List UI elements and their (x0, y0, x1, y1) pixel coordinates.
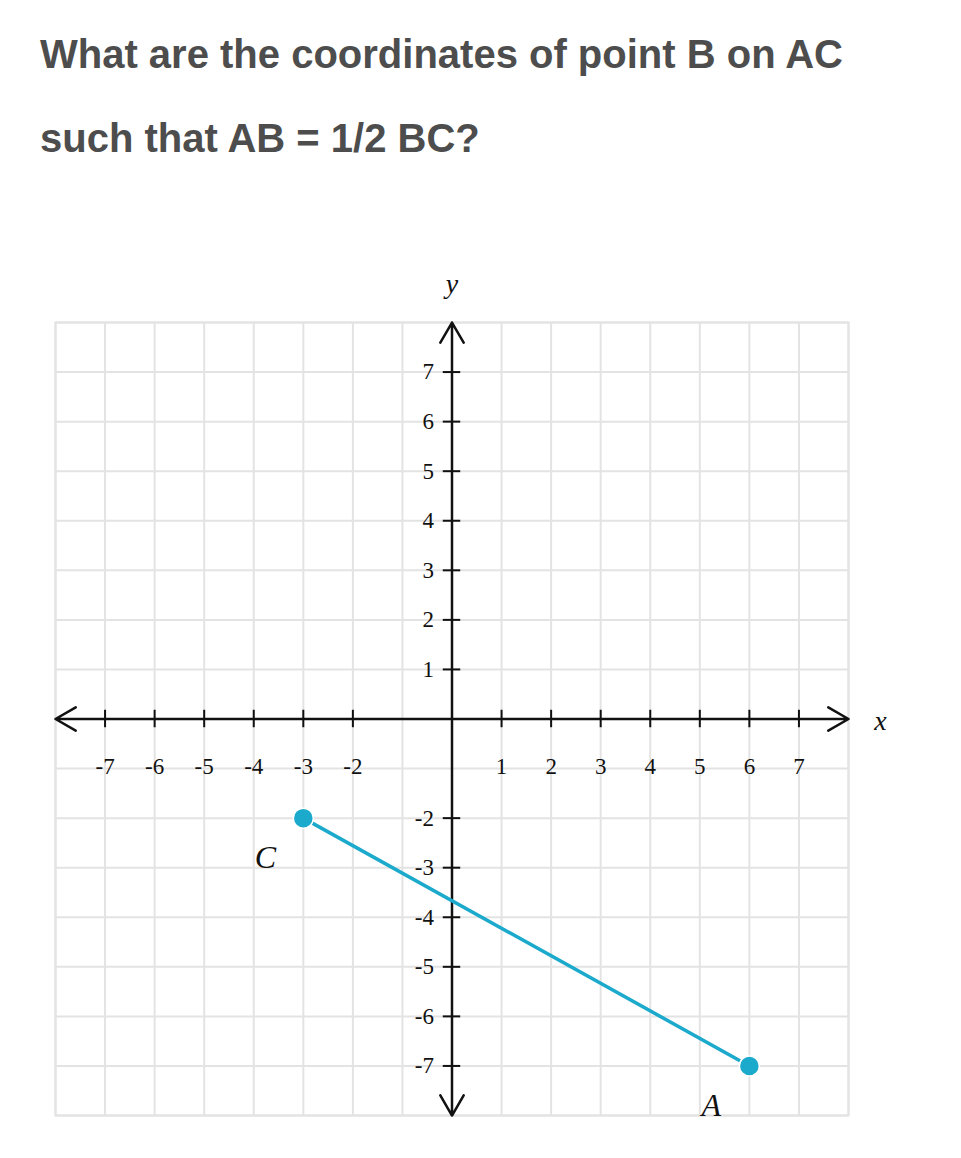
svg-text:5: 5 (423, 459, 435, 484)
html-text:What are the coordinates of po: What are the coordinates of point B on A… (40, 32, 843, 160)
svg-text:y: y (443, 268, 459, 299)
svg-text:-3: -3 (294, 754, 313, 779)
svg-text:-5: -5 (195, 754, 214, 779)
svg-text:1: 1 (423, 657, 435, 682)
svg-text:-3: -3 (415, 855, 434, 880)
svg-text:3: 3 (595, 754, 607, 779)
svg-text:C: C (255, 839, 277, 875)
svg-text:5: 5 (694, 754, 706, 779)
svg-text:x: x (873, 705, 887, 736)
svg-text:-6: -6 (145, 754, 164, 779)
svg-text:-2: -2 (415, 805, 434, 830)
svg-text:-5: -5 (415, 954, 434, 979)
svg-text:6: 6 (744, 754, 756, 779)
svg-text:1: 1 (496, 754, 508, 779)
svg-text:-7: -7 (95, 754, 114, 779)
svg-text:-2: -2 (343, 754, 362, 779)
svg-text:-4: -4 (415, 905, 435, 930)
svg-text:4: 4 (645, 754, 657, 779)
svg-text:-7: -7 (415, 1053, 434, 1078)
svg-text:6: 6 (423, 409, 435, 434)
svg-text:4: 4 (423, 508, 435, 533)
svg-text:-6: -6 (415, 1004, 434, 1029)
svg-text:3: 3 (423, 558, 435, 583)
svg-text:2: 2 (423, 607, 435, 632)
svg-text:-4: -4 (244, 754, 264, 779)
svg-text:7: 7 (423, 359, 435, 384)
svg-text:A: A (700, 1087, 722, 1123)
svg-text:7: 7 (793, 754, 805, 779)
svg-text:2: 2 (545, 754, 557, 779)
